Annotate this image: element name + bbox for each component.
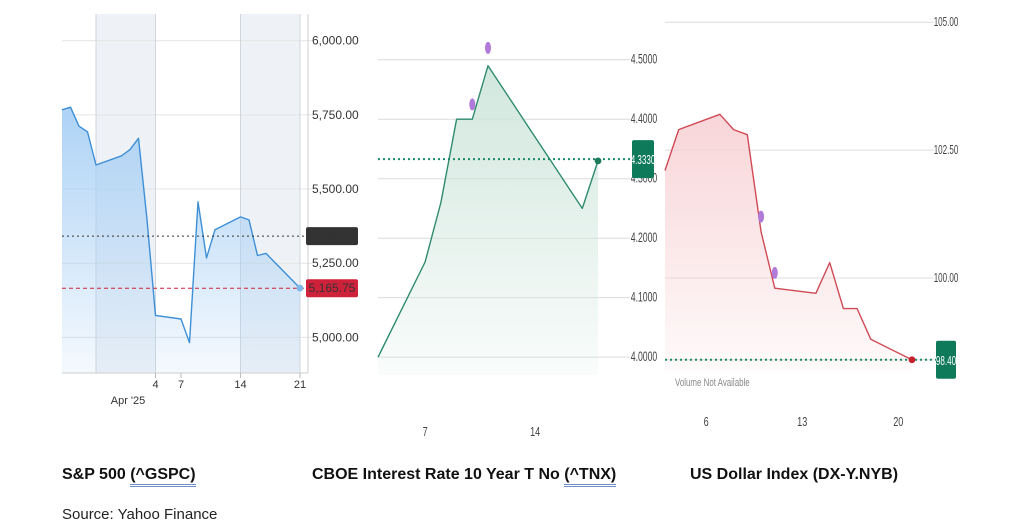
sp500-value-badge	[306, 227, 358, 246]
sp500-x-tick-label: 21	[294, 379, 306, 391]
sp500-y-tick-label: 5,000.00	[312, 330, 359, 344]
dxy-volume-note: Volume Not Available	[675, 377, 750, 390]
sp500-caption-ticker[interactable]: (^GSPC)	[130, 466, 196, 487]
dxy-x-tick-label: 13	[797, 416, 807, 430]
sp500-y-tick-label: 5,500.00	[312, 182, 359, 196]
tnx-event-marker	[469, 98, 476, 111]
dxy-event-marker	[758, 210, 765, 223]
dxy-chart: 100.00 102.50 105.00 98.40 6 13 20 Volume Not A…	[664, 15, 959, 430]
dxy-y-tick-label: 105.00	[934, 15, 959, 29]
dxy-value-badge-label: 98.40	[936, 354, 956, 368]
tnx-value-badge	[632, 140, 654, 179]
dxy-y-tick-label: 102.50	[934, 143, 959, 157]
tnx-caption-ticker[interactable]: (^TNX)	[564, 466, 617, 487]
tnx-y-tick-label: 4.0000	[631, 349, 658, 365]
tnx-y-tick-label: 4.1000	[631, 290, 658, 306]
tnx-event-marker	[485, 41, 491, 54]
sp500-caption-name: S&P 500	[62, 466, 131, 483]
sp500-x-tick-label: 4	[152, 379, 158, 391]
sp500-value-badge	[306, 279, 358, 298]
sp500-x-sublabel: Apr '25	[111, 395, 146, 407]
dxy-last-point-marker	[908, 356, 916, 364]
sp500-y-tick-label: 5,750.00	[312, 108, 359, 122]
sp500-chart: 5,000.00 5,250.00 5,500.00 5,750.00 6,000.00…	[61, 14, 359, 407]
tnx-chart: 4.00004.10004.20004.30004.40004.50004.33…	[377, 41, 658, 440]
sp500-area	[62, 107, 300, 373]
sp500-caption: S&P 500 (^GSPC)	[62, 466, 196, 487]
dxy-event-marker	[771, 266, 778, 279]
tnx-area	[378, 65, 598, 375]
sp500-x-tick-label: 14	[234, 379, 246, 391]
sp500-value-badge-label: 5,165.75	[309, 281, 356, 295]
tnx-x-tick-label: 14	[530, 426, 540, 440]
dxy-series-line	[664, 113, 913, 361]
tnx-y-tick-label: 4.5000	[631, 52, 658, 68]
tnx-x-tick-label: 7	[423, 426, 428, 440]
tnx-series-line	[377, 65, 599, 358]
tnx-last-point-marker	[594, 157, 602, 165]
sp500-last-point-marker	[296, 284, 304, 292]
sp500-x-tick-label: 7	[178, 379, 184, 391]
dxy-caption: US Dollar Index (DX-Y.NYB)	[690, 466, 898, 484]
source-note: Source: Yahoo Finance	[62, 506, 218, 523]
dxy-x-tick-label: 20	[893, 416, 903, 430]
dxy-value-badge	[936, 340, 956, 379]
sp500-series-line	[61, 106, 301, 344]
tnx-caption-name: CBOE Interest Rate 10 Year T No	[312, 466, 565, 483]
tnx-caption: CBOE Interest Rate 10 Year T No (^TNX)	[312, 466, 617, 487]
dxy-area	[665, 114, 912, 370]
sp500-y-tick-label: 5,250.00	[312, 256, 359, 270]
dxy-caption-name: US Dollar Index (DX-Y.NYB)	[690, 466, 899, 483]
dxy-y-tick-label: 100.00	[934, 271, 959, 285]
tnx-value-badge-label: 4.3330	[631, 153, 656, 167]
tnx-y-tick-label: 4.4000	[631, 111, 658, 127]
dxy-x-tick-label: 6	[704, 416, 709, 430]
sp500-y-tick-label: 6,000.00	[312, 34, 359, 48]
sp500-value-badge-label: 5,341.36	[309, 229, 356, 243]
tnx-y-tick-label: 4.2000	[631, 230, 658, 246]
